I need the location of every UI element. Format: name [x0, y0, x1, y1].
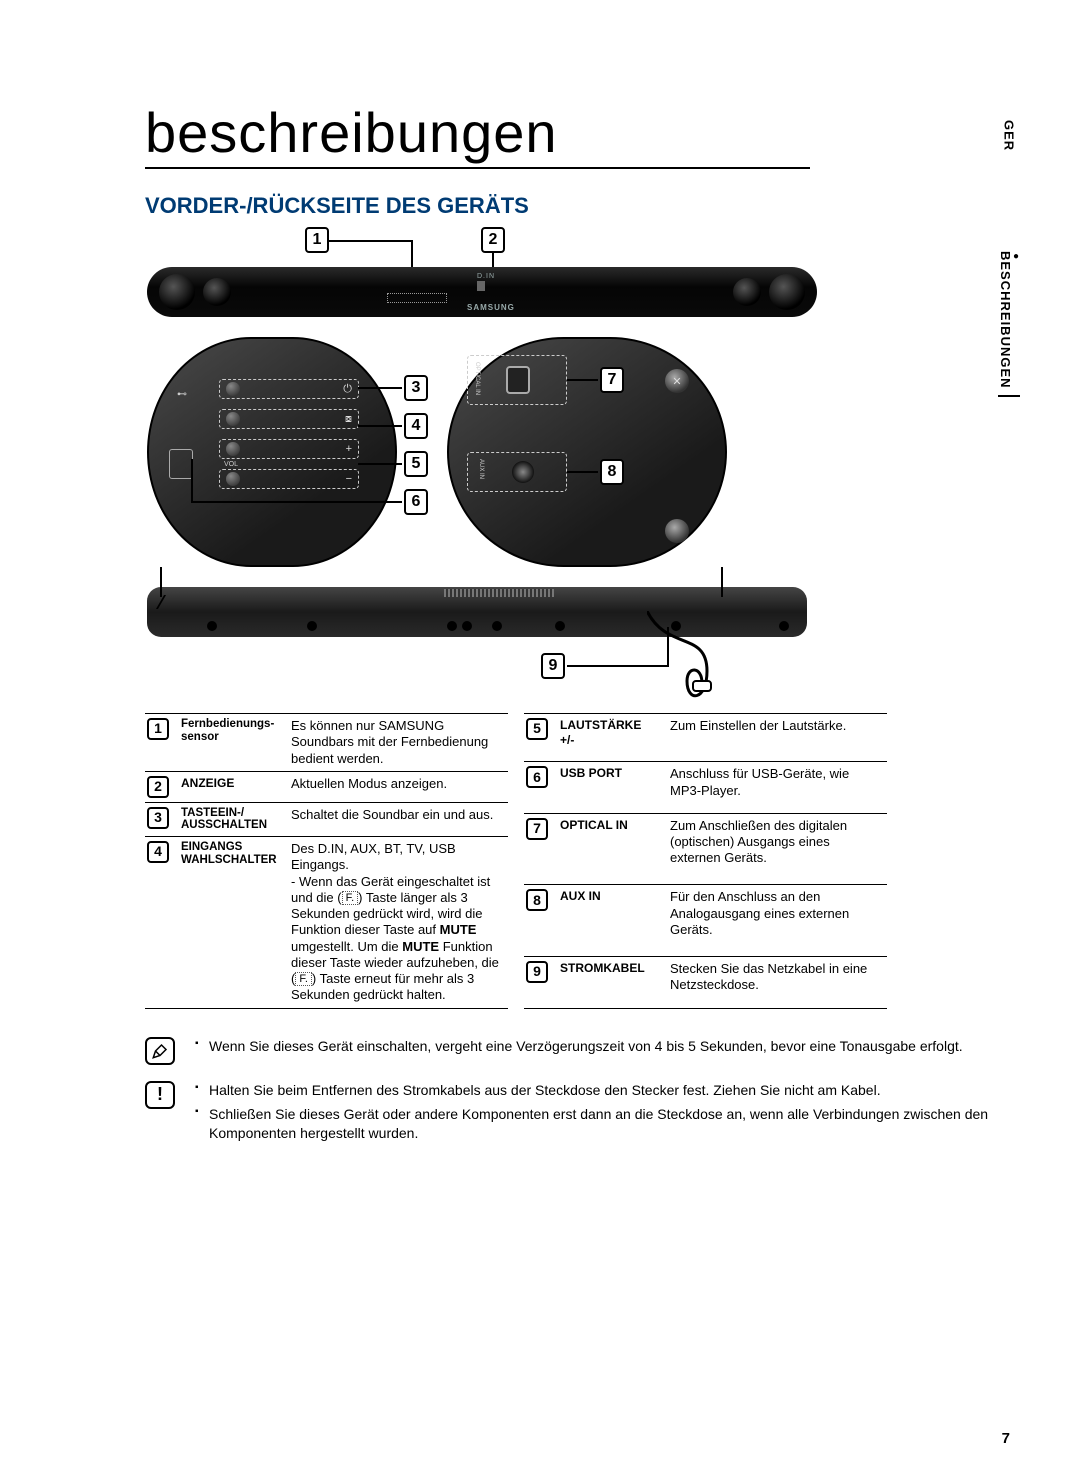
- brand-label: SAMSUNG: [467, 303, 515, 312]
- soundbar-front: D.IN SAMSUNG: [147, 267, 817, 317]
- spec-tables: 1Fernbedienungs­sensorEs können nur SAMS…: [145, 713, 1020, 1009]
- tip-text: Wenn Sie dieses Gerät einschalten, verge…: [195, 1037, 1020, 1056]
- warning-text-1: Halten Sie beim Entfernen des Stromkabel…: [195, 1081, 1020, 1100]
- callout-4: 4: [404, 413, 428, 439]
- callout-9: 9: [541, 653, 565, 679]
- device-diagram: 1 2 D.IN SAMSUNG ⊷ ⏻ ⧇ + VOL − 3 4 5: [147, 227, 827, 707]
- aux-port-graphic: AUX IN: [467, 452, 567, 492]
- callout-3: 3: [404, 375, 428, 401]
- warning-icon: !: [145, 1081, 175, 1109]
- power-icon: ⏻: [343, 383, 352, 396]
- notes-section: Wenn Sie dieses Gerät einschalten, verge…: [145, 1037, 1020, 1150]
- section-heading: VORDER-/RÜCKSEITE DES GERÄTS: [145, 193, 1020, 219]
- detail-left-panel: ⊷ ⏻ ⧇ + VOL −: [147, 337, 397, 567]
- callout-2: 2: [481, 227, 505, 253]
- din-label: D.IN: [477, 273, 495, 280]
- callout-8: 8: [600, 459, 624, 485]
- warning-text-2: Schließen Sie dieses Gerät oder andere K…: [195, 1105, 1020, 1143]
- spec-table-left: 1Fernbedienungs­sensorEs können nur SAMS…: [145, 713, 508, 1009]
- spec-table-right: 5LAUTSTÄRKE +/-Zum Einstellen der Lautst…: [524, 713, 887, 1009]
- callout-6: 6: [404, 489, 428, 515]
- callout-1: 1: [305, 227, 329, 253]
- power-cord-graphic: [647, 611, 827, 711]
- lang-tab: GER: [1001, 120, 1016, 151]
- source-icon: ⧇: [345, 413, 352, 426]
- vol-label: VOL: [224, 461, 238, 468]
- side-tabs: GER BESCHREIBUNGEN: [998, 120, 1020, 397]
- page-title: beschreibungen: [145, 100, 810, 169]
- optical-port-graphic: OPTICAL IN: [467, 355, 567, 405]
- tip-icon: [145, 1037, 175, 1065]
- vol-plus-icon: +: [346, 443, 352, 455]
- callout-5: 5: [404, 451, 428, 477]
- usb-icon: ⊷: [177, 389, 187, 400]
- page-number: 7: [1002, 1430, 1010, 1447]
- mount-icon: ✕: [665, 369, 689, 393]
- usb-port-graphic: [169, 449, 193, 479]
- vol-minus-icon: −: [346, 473, 352, 485]
- section-tab: BESCHREIBUNGEN: [998, 251, 1020, 397]
- callout-7: 7: [600, 367, 624, 393]
